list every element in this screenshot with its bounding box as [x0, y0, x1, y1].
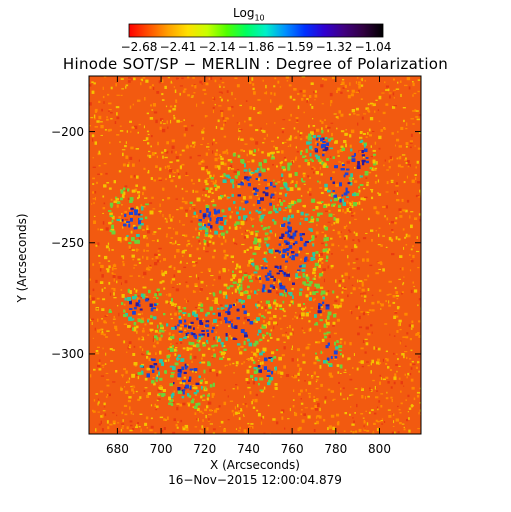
colorbar-tick-label: −2.41 — [159, 40, 197, 54]
x-tick-label: 760 — [280, 442, 304, 456]
y-tick-label: −200 — [51, 124, 84, 139]
colorbar-label-text: Log — [233, 6, 255, 20]
colorbar-tick-label: −2.14 — [198, 40, 236, 54]
colorbar-tick-label: −2.68 — [120, 40, 158, 54]
x-tick-label: 740 — [236, 442, 260, 456]
colorbar-tick-label: −1.32 — [315, 40, 353, 54]
colorbar-tick-label: −1.86 — [237, 40, 275, 54]
colorbar-gradient — [128, 23, 384, 38]
x-axis-label: X (Arcseconds) — [210, 458, 300, 472]
colorbar-tick-label: −1.04 — [354, 40, 392, 54]
plot-frame — [88, 75, 422, 435]
page-title: Hinode SOT/SP − MERLIN : Degree of Polar… — [62, 55, 449, 73]
x-tick-label: 780 — [324, 442, 348, 456]
y-tick-label: −250 — [51, 235, 84, 250]
colorbar-label: Log10 — [233, 7, 265, 22]
colorbar-tick-label: −1.59 — [276, 40, 314, 54]
polarized-regions — [108, 130, 377, 409]
x-tick-label: 720 — [193, 442, 217, 456]
y-tick-label: −300 — [51, 346, 84, 361]
y-axis-label: Y (Arcseconds) — [15, 213, 29, 303]
polarization-map — [89, 76, 421, 434]
x-tick-label: 800 — [368, 442, 391, 456]
colorbar-label-subscript: 10 — [254, 13, 265, 23]
x-tick-label: 700 — [149, 442, 173, 456]
x-tick-label: 680 — [105, 442, 129, 456]
timestamp: 16−Nov−2015 12:00:04.879 — [168, 473, 342, 487]
